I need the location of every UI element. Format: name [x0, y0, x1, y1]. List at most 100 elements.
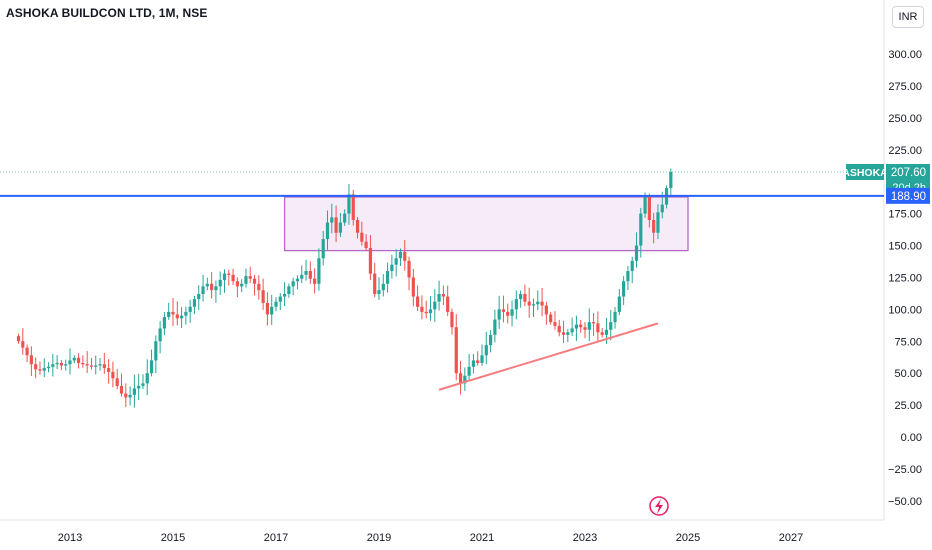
candle-body [85, 364, 89, 366]
candle [506, 303, 510, 324]
candle-body [59, 362, 64, 366]
candle-body [609, 322, 613, 330]
candle [570, 317, 574, 337]
candle-body [119, 385, 124, 394]
candle-body [561, 332, 566, 335]
candle-body [295, 278, 300, 282]
candle [210, 272, 214, 299]
candle-body [476, 360, 480, 363]
y-tick-label: 125.00 [888, 272, 922, 284]
candle-body [385, 271, 390, 284]
candle [25, 344, 29, 362]
lightning-icon[interactable] [649, 496, 669, 516]
candle [454, 314, 458, 381]
candle-body [660, 204, 664, 213]
candle-body [355, 219, 360, 233]
candle [579, 319, 583, 333]
candle [428, 296, 433, 321]
candle [308, 261, 312, 285]
x-tick-label: 2017 [264, 532, 288, 544]
candle [501, 295, 506, 323]
candle-body [652, 219, 656, 233]
candle [16, 333, 21, 344]
currency-button[interactable]: INR [892, 6, 924, 28]
candle-body [29, 355, 33, 365]
x-tick-label: 2027 [779, 532, 803, 544]
candle-body [553, 322, 557, 326]
candle-body [132, 388, 136, 395]
candle-body [368, 248, 373, 274]
lightning-icon-bolt [655, 499, 663, 514]
candle-body [454, 327, 458, 374]
candle-body [523, 294, 527, 302]
candle-body [162, 316, 167, 329]
candle [115, 369, 119, 390]
candle [368, 235, 373, 280]
candle-body [317, 258, 321, 284]
candle [583, 322, 587, 339]
candle [282, 282, 287, 307]
candle-body [484, 345, 488, 356]
candle [574, 315, 579, 341]
candle [51, 353, 55, 377]
candle [540, 287, 544, 317]
candle [403, 239, 407, 271]
candle-body [501, 309, 506, 312]
candle-body [643, 196, 647, 214]
candle [600, 328, 604, 338]
candle-body [282, 294, 287, 297]
level-price-box [886, 187, 930, 204]
candle-body [540, 301, 544, 306]
candle [591, 313, 596, 336]
y-tick-label: 225.00 [888, 145, 922, 157]
candle [523, 284, 527, 307]
candle [235, 277, 239, 298]
candle [531, 298, 536, 317]
candle [561, 320, 566, 343]
candle [313, 268, 317, 294]
candle-body [167, 311, 171, 317]
candle-body [381, 283, 385, 291]
y-tick-label: −25.00 [888, 464, 922, 476]
candle [72, 355, 76, 364]
candle-body [591, 322, 596, 324]
candle [617, 288, 621, 316]
x-tick-label: 2019 [367, 532, 391, 544]
candle [162, 312, 167, 336]
candle-body [313, 278, 317, 284]
candle [300, 265, 304, 284]
candle [158, 321, 162, 354]
candle [188, 299, 192, 323]
candle [132, 374, 136, 408]
y-tick-label: 0.00 [901, 432, 922, 444]
chart-title: ASHOKA BUILDCON LTD, 1M, NSE [6, 6, 208, 20]
candle-body [390, 264, 394, 272]
candle [424, 300, 428, 319]
candle-body [424, 311, 428, 314]
candle-body [46, 366, 51, 369]
candle-body [184, 311, 188, 316]
y-tick-label: 100.00 [888, 304, 922, 316]
candle-body [531, 304, 536, 306]
candle [124, 383, 128, 407]
candle-body [527, 301, 531, 306]
x-tick-label: 2023 [573, 532, 597, 544]
candle [257, 275, 261, 300]
candle [497, 295, 501, 329]
candle [34, 357, 38, 379]
candle-body [210, 283, 214, 291]
candle-body [351, 194, 355, 220]
candle [446, 285, 450, 316]
candle-body [428, 309, 433, 314]
candle [128, 386, 132, 406]
candle [437, 280, 441, 311]
candle-body [566, 332, 570, 335]
candle [111, 361, 115, 388]
candle [325, 210, 330, 250]
candle-body [450, 311, 454, 328]
candle-body [257, 283, 261, 291]
candle [197, 285, 201, 311]
candle-body [488, 334, 493, 346]
candle-body [471, 360, 476, 367]
